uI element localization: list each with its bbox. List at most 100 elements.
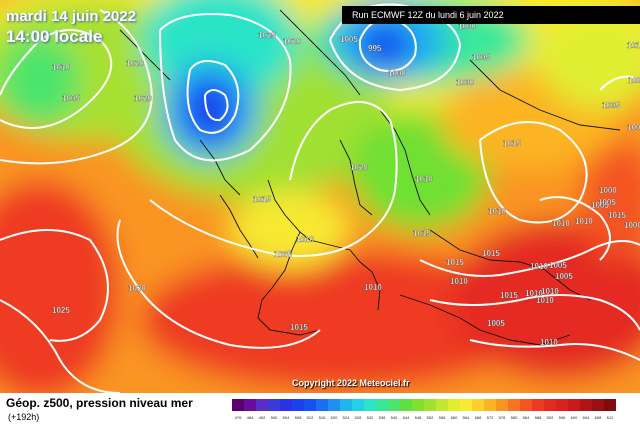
isobar-label: 1005 xyxy=(340,35,358,44)
isobar-label: 1005 xyxy=(62,94,80,103)
scale-swatch xyxy=(532,399,544,411)
scale-tick-label: 492 xyxy=(258,415,266,420)
scale-tick-label: 504 xyxy=(282,415,290,420)
scale-swatch xyxy=(484,399,496,411)
isobar-label: 1005 xyxy=(274,250,292,259)
isobar-label: 1010 xyxy=(575,217,593,226)
scale-swatch xyxy=(544,399,556,411)
scale-tick-label: 588 xyxy=(534,415,542,420)
scale-tick-label: 552 xyxy=(426,415,434,420)
scale-tick-label: 568 xyxy=(474,415,482,420)
isobar-label: 1015 xyxy=(503,139,521,148)
isobar-label: 1010 xyxy=(552,219,570,228)
isobar-label: 1010 xyxy=(525,289,543,298)
isobar-label: 1025 xyxy=(258,31,276,40)
isobar-label: 1020 xyxy=(134,94,152,103)
isobar-label: 1015 xyxy=(608,211,626,220)
scale-swatch xyxy=(316,399,328,411)
scale-tick-label: 596 xyxy=(558,415,566,420)
isobar-label: 1025 xyxy=(52,306,70,315)
scale-tick-label: 508 xyxy=(294,415,302,420)
color-field xyxy=(0,0,640,393)
isobar-label: 1005 xyxy=(487,319,505,328)
isobar-label: 1020 xyxy=(128,284,146,293)
legend-title: Géop. z500, pression niveau mer xyxy=(6,396,193,410)
forecast-date: mardi 14 juin 2022 xyxy=(6,8,137,25)
scale-swatch xyxy=(376,399,388,411)
scale-swatch xyxy=(400,399,412,411)
scale-swatch xyxy=(568,399,580,411)
color-scale xyxy=(232,399,616,411)
scale-swatch xyxy=(244,399,256,411)
scale-tick-label: 544 xyxy=(402,415,410,420)
scale-tick-label: 608 xyxy=(594,415,602,420)
forecast-time: 14:00 locale xyxy=(6,27,103,46)
color-scale-ticks: 476 484 492 500 504 508 512 516 520 524 528 532 536 5… xyxy=(232,413,616,422)
scale-tick-label: 600 xyxy=(570,415,578,420)
isobar-label: 995 xyxy=(368,44,382,53)
isobar-label: 1000 xyxy=(599,186,617,195)
scale-swatch xyxy=(592,399,604,411)
scale-swatch xyxy=(280,399,292,411)
legend-forecast-hour: (+192h) xyxy=(8,412,40,422)
scale-tick-label: 528 xyxy=(354,415,362,420)
scale-tick-label: 476 xyxy=(234,415,242,420)
scale-tick-label: 564 xyxy=(462,415,470,420)
scale-swatch xyxy=(268,399,280,411)
isobar-lines xyxy=(0,3,640,393)
isobar-label: 1015 xyxy=(500,291,518,300)
isobar-label: 1010 xyxy=(296,235,314,244)
scale-swatch xyxy=(496,399,508,411)
scale-tick-label: 592 xyxy=(546,415,554,420)
isobar-label: 1015 xyxy=(482,249,500,258)
isobar-label: 1000 xyxy=(456,78,474,87)
scale-swatch xyxy=(520,399,532,411)
scale-swatch xyxy=(424,399,436,411)
isobar-label: 1015 xyxy=(253,195,271,204)
isobar-label: 1020 xyxy=(283,37,301,46)
scale-tick-label: 576 xyxy=(498,415,506,420)
scale-tick-label: 516 xyxy=(318,415,326,420)
scale-tick-label: 580 xyxy=(510,415,518,420)
isobar-label: 1000 xyxy=(624,221,640,230)
scale-swatch xyxy=(388,399,400,411)
isobar-label: 1020 xyxy=(350,163,368,172)
scale-swatch xyxy=(556,399,568,411)
isobar-label: 1020 xyxy=(126,59,144,68)
isobar-label: 1005 xyxy=(472,53,490,62)
isobar-label: 1010 xyxy=(536,296,554,305)
scale-tick-label: 548 xyxy=(414,415,422,420)
isobar-label: 1010 xyxy=(488,207,506,216)
isobar-label: 1005 xyxy=(602,101,620,110)
scale-tick-label: 572 xyxy=(486,415,494,420)
scale-tick-label: 536 xyxy=(378,415,386,420)
scale-tick-label: 484 xyxy=(246,415,254,420)
scale-tick-label: 556 xyxy=(438,415,446,420)
scale-swatch xyxy=(328,399,340,411)
scale-swatch xyxy=(340,399,352,411)
scale-swatch xyxy=(412,399,424,411)
isobar-label: 1010 xyxy=(52,63,70,72)
scale-swatch xyxy=(604,399,616,411)
scale-swatch xyxy=(460,399,472,411)
scale-tick-label: 612 xyxy=(606,415,614,420)
isobar-label: 1010 xyxy=(627,41,640,50)
scale-swatch xyxy=(436,399,448,411)
isobar-label: 1000 xyxy=(458,22,476,31)
scale-swatch xyxy=(364,399,376,411)
scale-swatch xyxy=(292,399,304,411)
scale-swatch xyxy=(256,399,268,411)
isobar-label: 1010 xyxy=(450,277,468,286)
scale-swatch xyxy=(508,399,520,411)
isobar-label: 1010 xyxy=(541,287,559,296)
isobar-label: 1005 xyxy=(555,272,573,281)
isobar-label: 1010 xyxy=(540,338,558,347)
isobar-label: 1015 xyxy=(413,229,431,238)
scale-swatch xyxy=(232,399,244,411)
scale-tick-label: 532 xyxy=(366,415,374,420)
copyright-text: Copyright 2022 Meteociel.fr xyxy=(292,378,410,388)
isobar-label: 1010 xyxy=(415,175,433,184)
isobar-label: 1000 xyxy=(628,76,640,85)
scale-swatch xyxy=(472,399,484,411)
